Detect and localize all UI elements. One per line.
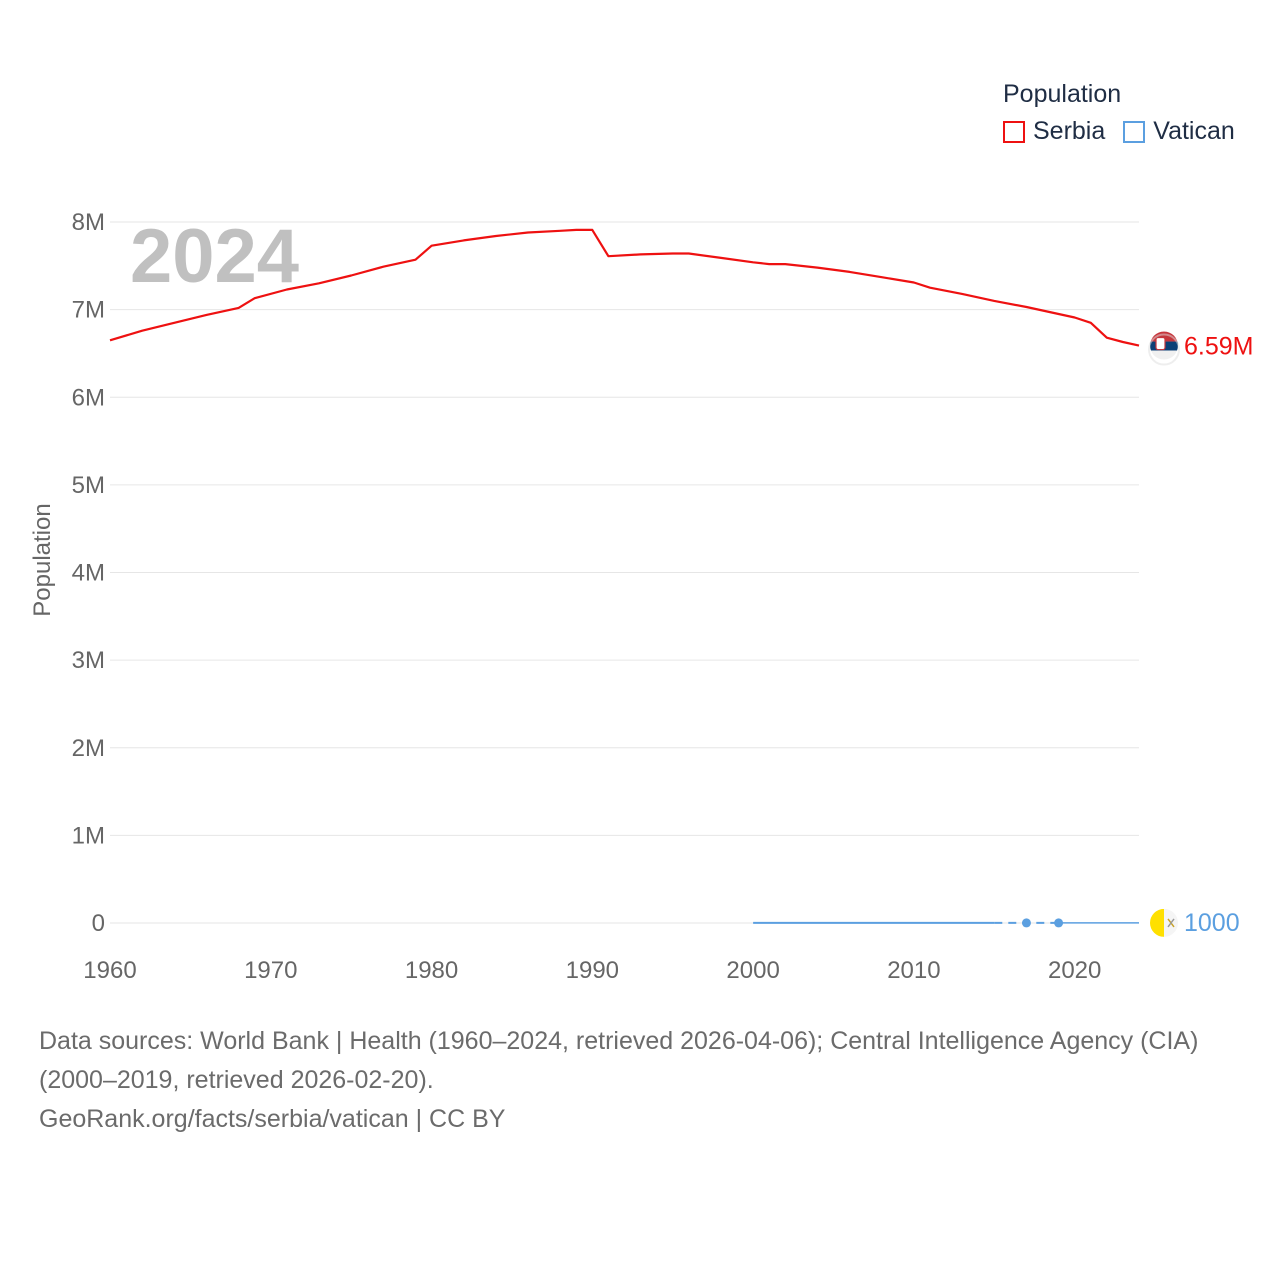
y-tick-label: 7M (72, 297, 105, 324)
end-label-vatican: 1000 (1184, 909, 1240, 937)
data-sources: Data sources: World Bank | Health (1960–… (39, 1027, 1199, 1094)
legend-swatch-vatican (1123, 120, 1146, 143)
population-chart: 0 1M 2M 3M 4M 5M 6M 7M 8M 1960 1970 1980 1990 2000 20… (29, 209, 1253, 984)
legend-swatch-serbia (1003, 120, 1025, 143)
x-tick-label: 2000 (726, 957, 779, 984)
legend-label-vatican: Vatican (1153, 117, 1235, 145)
vatican-flag-icon (1150, 908, 1178, 937)
x-axis-ticks: 1960 1970 1980 1990 2000 2010 2020 (83, 957, 1101, 984)
series-endpoints: 6.59M 1000 (1148, 331, 1253, 937)
legend-item-serbia[interactable]: Serbia (1003, 117, 1105, 146)
y-tick-label: 2M (72, 735, 105, 762)
data-point-vatican[interactable] (1021, 918, 1031, 928)
y-tick-label: 6M (72, 384, 105, 411)
y-tick-label: 1M (72, 822, 105, 849)
y-axis-label: Population (29, 503, 56, 616)
x-tick-label: 2020 (1048, 957, 1101, 984)
year-overlay: 2024 (130, 214, 299, 299)
y-tick-label: 0 (92, 910, 105, 937)
end-label-serbia: 6.59M (1184, 333, 1253, 361)
y-tick-label: 5M (72, 472, 105, 499)
series-line-serbia[interactable] (109, 228, 1140, 347)
y-axis-ticks: 0 1M 2M 3M 4M 5M 6M 7M 8M (72, 209, 105, 937)
grid (110, 221, 1139, 924)
footer: Data sources: World Bank | Health (1960–… (39, 1022, 1254, 1139)
x-tick-label: 1970 (244, 957, 297, 984)
x-tick-label: 1990 (566, 957, 619, 984)
y-tick-label: 8M (72, 209, 105, 236)
x-tick-label: 2010 (887, 957, 940, 984)
legend-label-serbia: Serbia (1033, 117, 1106, 145)
x-tick-label: 1960 (83, 957, 136, 984)
legend: Population Serbia Vatican (1003, 80, 1253, 146)
y-tick-label: 3M (72, 647, 105, 674)
legend-title: Population (1003, 80, 1122, 108)
data-point-vatican[interactable] (1054, 918, 1064, 928)
x-tick-label: 1980 (405, 957, 458, 984)
series-layer (109, 228, 1140, 928)
serbia-flag-icon (1148, 331, 1180, 366)
attribution-link[interactable]: GeoRank.org/facts/serbia/vatican | CC BY (39, 1105, 506, 1133)
y-tick-label: 4M (72, 560, 105, 587)
legend-item-vatican[interactable]: Vatican (1123, 117, 1235, 146)
